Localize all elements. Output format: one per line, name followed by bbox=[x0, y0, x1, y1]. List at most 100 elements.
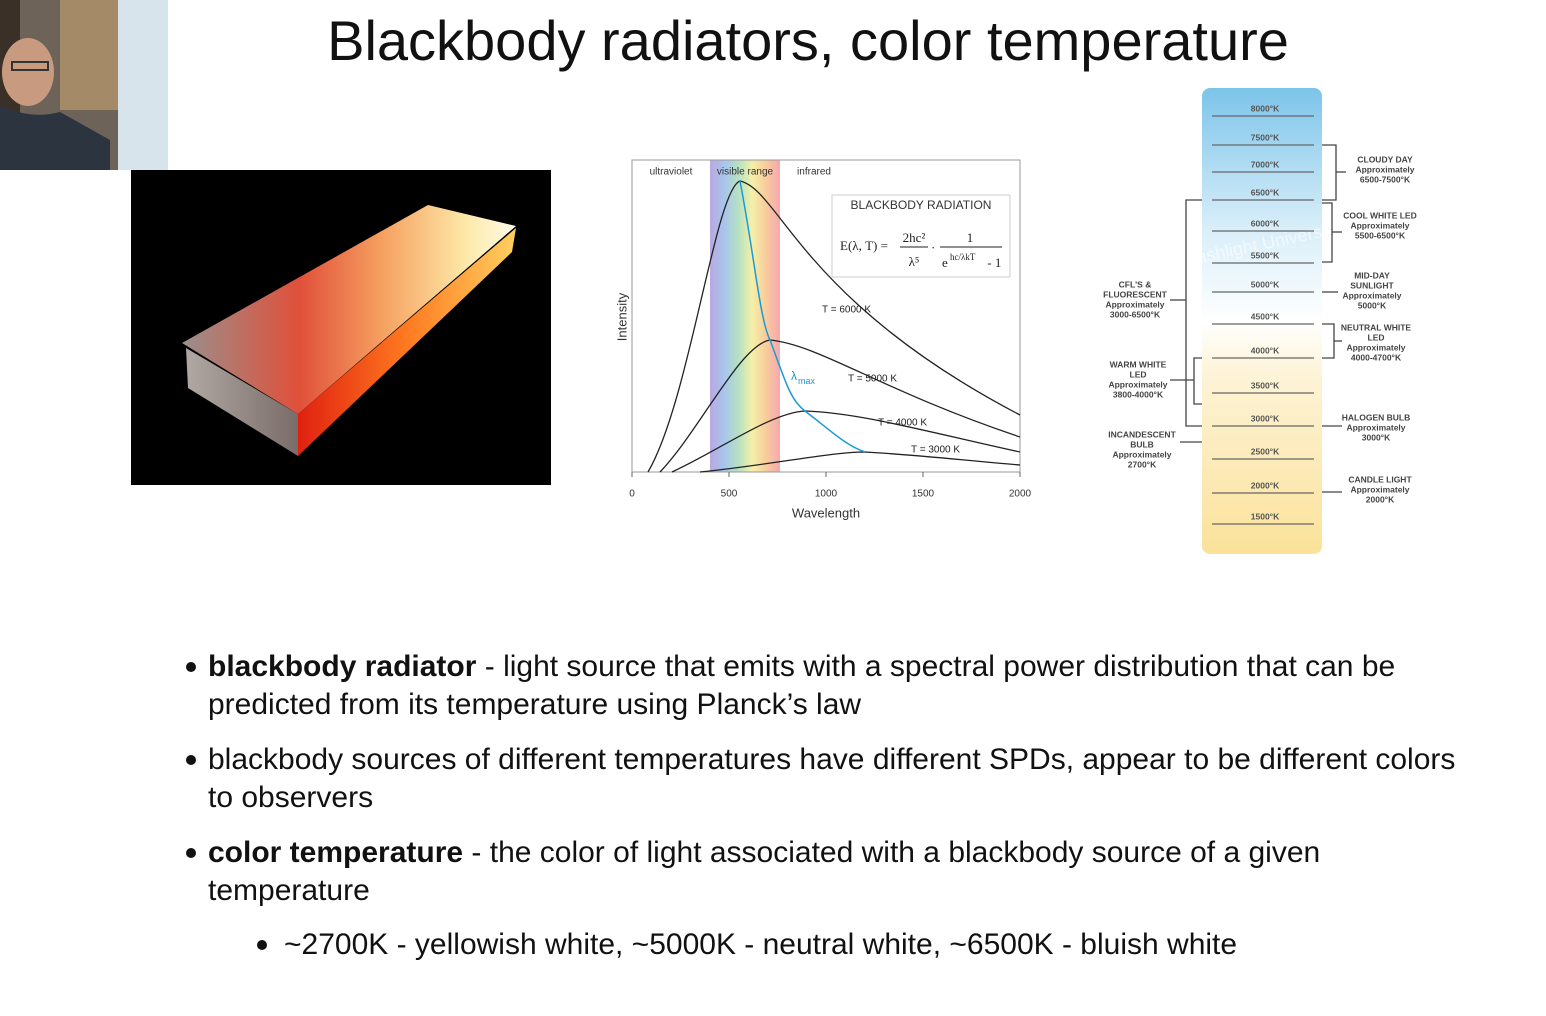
bullet-dot bbox=[186, 662, 196, 672]
scale-label: 4000°K bbox=[1251, 345, 1280, 355]
note-line: Approximately bbox=[1342, 290, 1401, 300]
scale-label: 3000°K bbox=[1251, 413, 1280, 423]
bullet: color temperature - the color of light a… bbox=[208, 834, 1488, 910]
color-temperature-scale: Flashlight University 8000°K7500°K7000°K… bbox=[1103, 88, 1417, 554]
note-line: LED bbox=[1368, 332, 1385, 342]
curve-label: T = 5000 K bbox=[848, 374, 897, 385]
note-line: Approximately bbox=[1355, 164, 1414, 174]
note-line: Approximately bbox=[1350, 484, 1409, 494]
scale-label: 2500°K bbox=[1251, 446, 1280, 456]
bullet-dot bbox=[186, 848, 196, 858]
note-line: Approximately bbox=[1105, 299, 1164, 309]
note-line: LED bbox=[1130, 369, 1147, 379]
note-line: WARM WHITE bbox=[1110, 359, 1167, 369]
y-axis-label: Intensity bbox=[614, 292, 629, 341]
x-tick-label: 1500 bbox=[912, 489, 935, 500]
formula-den-tail: - 1 bbox=[984, 255, 1001, 270]
formula: E(λ, T) = 2hc² λ⁵ · 1 e hc/λkT - 1 bbox=[840, 230, 1002, 270]
scale-label: 8000°K bbox=[1251, 103, 1280, 113]
scale-label: 1500°K bbox=[1251, 511, 1280, 521]
note-line: 3000°K bbox=[1362, 432, 1391, 442]
legend-title: BLACKBODY RADIATION bbox=[851, 198, 992, 212]
note-line: Approximately bbox=[1346, 422, 1405, 432]
scale-label: 6500°K bbox=[1251, 187, 1280, 197]
note-line: 4000-4700°K bbox=[1351, 352, 1402, 362]
x-tick-label: 2000 bbox=[1009, 489, 1032, 500]
note-line: CANDLE LIGHT bbox=[1348, 474, 1412, 484]
note-line: 3800-4000°K bbox=[1113, 389, 1164, 399]
region-label: infrared bbox=[797, 167, 831, 178]
webcam-feed bbox=[0, 0, 168, 170]
region-label: ultraviolet bbox=[650, 167, 693, 178]
formula-den: λ⁵ bbox=[909, 254, 920, 269]
note-line: 2000°K bbox=[1366, 494, 1395, 504]
bullet-text: - the color of light associated with a b… bbox=[208, 836, 1329, 907]
slide-title: Blackbody radiators, color temperature bbox=[327, 9, 1289, 72]
bullet-text: blackbody sources of different temperatu… bbox=[208, 743, 1464, 814]
bullet: blackbody sources of different temperatu… bbox=[208, 741, 1488, 817]
x-tick-label: 500 bbox=[721, 489, 738, 500]
note-line: HALOGEN BULB bbox=[1342, 412, 1410, 422]
curve bbox=[647, 180, 1021, 473]
scale-label: 4500°K bbox=[1251, 311, 1280, 321]
legend-box bbox=[831, 194, 1011, 278]
x-axis: 0 500 1000 1500 2000 bbox=[629, 472, 1032, 500]
curve-label: T = 6000 K bbox=[822, 305, 871, 316]
note-line: NEUTRAL WHITE bbox=[1341, 322, 1412, 332]
scale-label: 2000°K bbox=[1251, 480, 1280, 490]
scale-bar bbox=[1202, 88, 1322, 554]
note-line: Approximately bbox=[1350, 220, 1409, 230]
formula-lhs: E(λ, T) = bbox=[840, 238, 888, 253]
region-label: visible range bbox=[717, 167, 774, 178]
note-line: 2700°K bbox=[1128, 459, 1157, 469]
curve bbox=[659, 339, 1021, 473]
curve-label: T = 4000 K bbox=[878, 418, 927, 429]
sub-bullet: ~2700K - yellowish white, ~5000K - neutr… bbox=[284, 926, 1504, 964]
scale-label: 3500°K bbox=[1251, 380, 1280, 390]
formula-num: 1 bbox=[967, 230, 974, 245]
formula-den-base: e bbox=[942, 255, 948, 270]
x-tick-label: 1000 bbox=[815, 489, 838, 500]
note-line: 5000°K bbox=[1358, 300, 1387, 310]
scale-label: 6000°K bbox=[1251, 218, 1280, 228]
formula-den-exp: hc/λkT bbox=[950, 252, 976, 262]
sub-bullet-dot bbox=[257, 940, 267, 950]
note-line: FLUORESCENT bbox=[1103, 289, 1168, 299]
scale-label: 5500°K bbox=[1251, 250, 1280, 260]
connectors bbox=[1170, 144, 1346, 493]
glowing-bar-photo bbox=[131, 170, 551, 485]
scale-label: 5000°K bbox=[1251, 279, 1280, 289]
note-line: INCANDESCENT bbox=[1108, 429, 1176, 439]
note-line: 5500-6500°K bbox=[1355, 230, 1406, 240]
scale-label: 7500°K bbox=[1251, 132, 1280, 142]
bullet-term: blackbody radiator bbox=[208, 650, 477, 683]
lambda-label-sub: max bbox=[798, 376, 816, 386]
formula-num: 2hc² bbox=[903, 230, 926, 245]
note-line: MID-DAY bbox=[1354, 270, 1390, 280]
note-line: CLOUDY DAY bbox=[1357, 154, 1413, 164]
note-line: SUNLIGHT bbox=[1350, 280, 1394, 290]
scale-label: 7000°K bbox=[1251, 159, 1280, 169]
bullet-text: ~2700K - yellowish white, ~5000K - neutr… bbox=[284, 928, 1238, 961]
formula-dot: · bbox=[931, 240, 935, 255]
note-line: BULB bbox=[1130, 439, 1154, 449]
bullet-dot bbox=[186, 755, 196, 765]
note-line: Approximately bbox=[1112, 449, 1171, 459]
bullet: blackbody radiator - light source that e… bbox=[208, 648, 1488, 724]
bullet-term: color temperature bbox=[208, 836, 464, 869]
note-line: CFL'S & bbox=[1119, 279, 1152, 289]
curve-label: T = 3000 K bbox=[911, 445, 960, 456]
x-axis-label: Wavelength bbox=[792, 505, 860, 520]
note-line: Approximately bbox=[1108, 379, 1167, 389]
spectrum-chart: ultraviolet visible range infrared BLACK… bbox=[614, 159, 1032, 520]
note-line: Approximately bbox=[1346, 342, 1405, 352]
x-tick-label: 0 bbox=[629, 489, 635, 500]
bullet-text: - light source that emits with a spectra… bbox=[208, 650, 1404, 721]
note-line: 6500-7500°K bbox=[1360, 174, 1411, 184]
lambda-max-curve bbox=[739, 180, 866, 453]
note-line: COOL WHITE LED bbox=[1343, 210, 1417, 220]
lambda-label: λ bbox=[791, 369, 797, 383]
